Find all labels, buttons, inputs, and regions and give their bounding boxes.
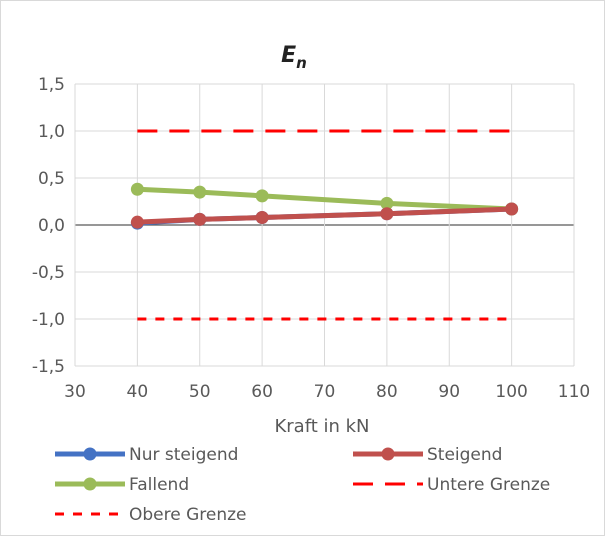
grid — [74, 83, 575, 367]
y-tick-label: 0,0 — [38, 216, 65, 236]
legend-label: Steigend — [427, 445, 502, 465]
data-point — [193, 185, 207, 199]
data-point — [193, 212, 207, 226]
x-axis-ticks: 30 40 50 60 70 80 90 100 110 — [64, 382, 590, 402]
y-axis-ticks: 1,5 1,0 0,5 0,0 -0,5 -1,0 -1,5 — [32, 75, 65, 377]
data-point — [255, 210, 269, 224]
x-tick-label: 90 — [438, 382, 460, 402]
data-point — [380, 196, 394, 210]
chart-title: En — [281, 43, 307, 72]
chart-title-subscript: n — [296, 54, 307, 72]
data-point — [255, 189, 269, 203]
legend-marker — [83, 447, 97, 461]
legend-label: Fallend — [129, 475, 189, 495]
data-point — [130, 182, 144, 196]
legend-marker — [381, 447, 395, 461]
data-point — [380, 207, 394, 221]
legend-label: Nur steigend — [129, 445, 238, 465]
y-tick-label: -0,5 — [32, 263, 65, 283]
data-point — [130, 215, 144, 229]
y-tick-label: 1,5 — [38, 75, 65, 95]
x-tick-label: 50 — [189, 382, 211, 402]
x-axis-title: Kraft in kN — [274, 416, 369, 437]
legend-marker — [83, 477, 97, 491]
data-point — [505, 202, 519, 216]
x-tick-label: 70 — [314, 382, 336, 402]
y-tick-label: 0,5 — [38, 169, 65, 189]
x-tick-label: 80 — [376, 382, 398, 402]
legend-label: Obere Grenze — [129, 505, 247, 525]
y-tick-label: 1,0 — [38, 122, 65, 142]
y-tick-label: -1,5 — [32, 357, 65, 377]
legend-label: Untere Grenze — [427, 475, 550, 495]
x-tick-label: 40 — [127, 382, 149, 402]
x-tick-label: 110 — [558, 382, 590, 402]
x-tick-label: 30 — [64, 382, 86, 402]
x-tick-label: 60 — [251, 382, 273, 402]
x-tick-label: 100 — [495, 382, 527, 402]
legend: Nur steigend Steigend Fallend Untere Grenze… — [55, 445, 550, 525]
y-tick-label: -1,0 — [32, 310, 65, 330]
series-group — [130, 129, 519, 321]
chart-title-main: E — [281, 43, 296, 68]
